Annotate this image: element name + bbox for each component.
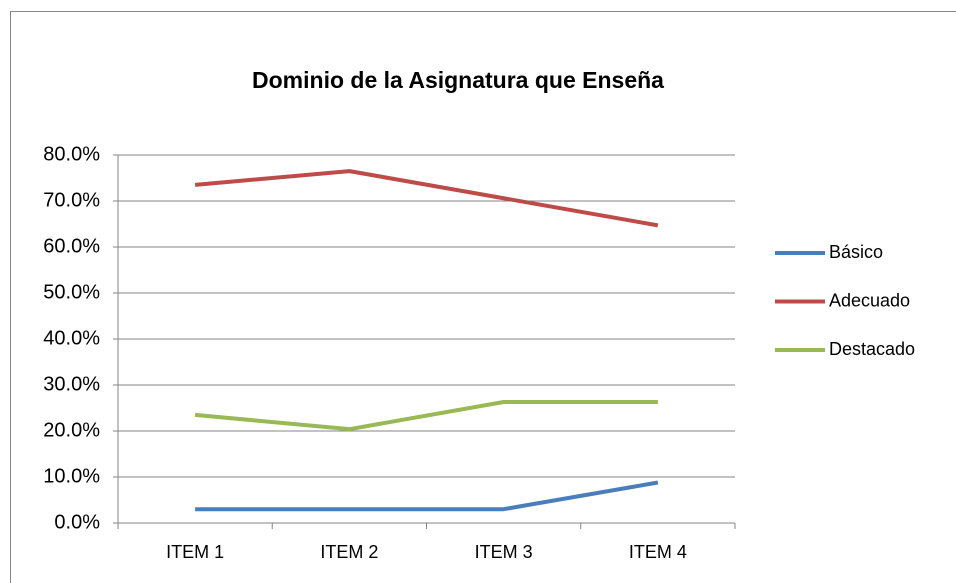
legend-label: Adecuado (829, 290, 910, 310)
x-tick-label: ITEM 1 (166, 542, 224, 562)
y-tick-label: 50.0% (43, 281, 100, 303)
x-tick-label: ITEM 4 (629, 542, 687, 562)
x-tick-label: ITEM 3 (475, 542, 533, 562)
series-line (194, 400, 658, 432)
y-tick-label: 40.0% (43, 327, 100, 349)
y-tick-label: 0.0% (54, 511, 100, 533)
series-line (195, 480, 659, 512)
y-tick-label: 10.0% (43, 465, 100, 487)
chart-frame (10, 11, 956, 583)
y-tick-label: 70.0% (43, 189, 100, 211)
legend-label: Destacado (829, 339, 915, 359)
x-tick-label: ITEM 2 (320, 542, 378, 562)
y-tick-label: 80.0% (43, 143, 100, 165)
legend-label: Básico (829, 242, 883, 262)
series-line (194, 169, 659, 228)
y-tick-label: 20.0% (43, 419, 100, 441)
y-tick-label: 30.0% (43, 373, 100, 395)
chart-title: Dominio de la Asignatura que Enseña (252, 67, 664, 93)
y-tick-label: 60.0% (43, 235, 100, 257)
